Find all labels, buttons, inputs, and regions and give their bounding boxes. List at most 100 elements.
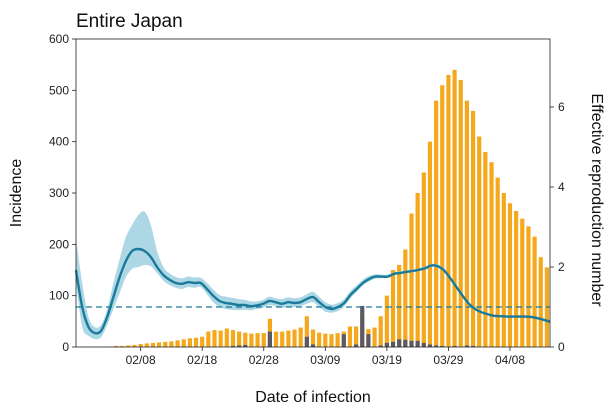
y2-tick-label: 2 bbox=[558, 260, 565, 274]
domestic-bar bbox=[126, 345, 131, 347]
domestic-bar bbox=[427, 141, 433, 347]
domestic-bar bbox=[452, 69, 457, 348]
domestic-bar bbox=[230, 330, 236, 347]
y-tick-label: 400 bbox=[49, 135, 69, 149]
x-tick-label: 02/18 bbox=[187, 353, 217, 367]
y-axis-left: 0 100 200 300 400 500 600 bbox=[49, 32, 76, 354]
imported-bar bbox=[409, 340, 414, 347]
imported-bar bbox=[310, 344, 316, 347]
domestic-bar bbox=[421, 172, 426, 347]
domestic-bar bbox=[384, 295, 389, 347]
imported-bar bbox=[378, 345, 383, 347]
domestic-bar bbox=[507, 203, 513, 347]
domestic-bar bbox=[514, 210, 519, 347]
y-tick-label: 0 bbox=[62, 340, 69, 354]
domestic-bar bbox=[347, 326, 353, 347]
domestic-bar bbox=[335, 333, 340, 347]
domestic-bar bbox=[144, 343, 149, 347]
plot-area bbox=[74, 69, 551, 348]
y-tick-label: 600 bbox=[49, 32, 69, 46]
domestic-bar bbox=[193, 337, 199, 347]
domestic-bar bbox=[458, 80, 463, 348]
y2-tick-label: 4 bbox=[558, 180, 565, 194]
domestic-bar bbox=[390, 270, 396, 347]
imported-bar bbox=[470, 345, 476, 347]
domestic-bar bbox=[298, 327, 303, 347]
x-axis: 02/08 02/18 02/28 03/09 03/19 03/29 04/08 bbox=[126, 347, 525, 367]
domestic-bar bbox=[169, 341, 174, 347]
imported-bar bbox=[267, 331, 273, 347]
domestic-bar bbox=[212, 330, 217, 347]
domestic-bar bbox=[280, 331, 285, 347]
rt-line bbox=[74, 247, 551, 335]
domestic-bar bbox=[243, 332, 248, 347]
domestic-bar bbox=[353, 326, 359, 347]
imported-bar bbox=[366, 334, 371, 347]
x-tick-label: 03/29 bbox=[433, 353, 463, 367]
imported-bar bbox=[452, 345, 457, 347]
domestic-bar bbox=[157, 342, 162, 347]
x-tick-label: 03/19 bbox=[372, 353, 402, 367]
domestic-bar bbox=[150, 342, 156, 347]
domestic-bar bbox=[175, 340, 180, 347]
domestic-bar bbox=[495, 177, 500, 347]
domestic-bar bbox=[434, 100, 439, 347]
domestic-bar bbox=[163, 341, 168, 347]
domestic-bar bbox=[218, 330, 223, 347]
domestic-bar bbox=[304, 316, 309, 347]
imported-bar bbox=[403, 339, 408, 347]
domestic-bar bbox=[113, 345, 119, 347]
imported-bars bbox=[230, 305, 476, 347]
domestic-bar bbox=[249, 333, 254, 347]
domestic-bar bbox=[187, 338, 192, 347]
imported-bar bbox=[230, 345, 236, 347]
rt-confidence-band bbox=[76, 211, 550, 340]
domestic-bar bbox=[440, 85, 445, 347]
imported-bar bbox=[397, 339, 402, 347]
domestic-bar bbox=[261, 333, 266, 347]
domestic-bar bbox=[520, 218, 525, 347]
domestic-bar bbox=[120, 345, 125, 347]
imported-bar bbox=[243, 344, 248, 347]
domestic-bar bbox=[138, 343, 143, 347]
imported-bar bbox=[464, 345, 469, 347]
domestic-bar bbox=[501, 193, 506, 347]
domestic-bar bbox=[200, 336, 205, 347]
y2-axis-title: Effective reproduction number bbox=[588, 93, 605, 307]
domestic-bar bbox=[403, 249, 408, 347]
domestic-bar bbox=[310, 329, 316, 347]
domestic-bar bbox=[237, 331, 242, 347]
domestic-bar bbox=[397, 264, 402, 347]
y-tick-label: 200 bbox=[49, 237, 69, 251]
domestic-bar bbox=[323, 333, 328, 347]
domestic-bar bbox=[206, 331, 211, 347]
domestic-bar bbox=[526, 226, 531, 347]
y-tick-label: 500 bbox=[49, 83, 69, 97]
domestic-bar bbox=[255, 333, 260, 347]
imported-bar bbox=[384, 342, 389, 347]
imported-bar bbox=[360, 305, 365, 347]
x-tick-label: 02/08 bbox=[126, 353, 156, 367]
domestic-bar bbox=[470, 110, 476, 347]
y2-tick-label: 0 bbox=[558, 340, 565, 354]
domestic-bar bbox=[224, 328, 229, 347]
domestic-bar bbox=[317, 332, 322, 347]
domestic-bar bbox=[464, 100, 469, 347]
imported-bar bbox=[341, 334, 346, 347]
chart-title: Entire Japan bbox=[76, 11, 183, 32]
x-axis-title: Date of infection bbox=[255, 389, 371, 406]
domestic-bar bbox=[181, 339, 186, 347]
imported-bar bbox=[434, 345, 439, 347]
domestic-bar bbox=[132, 344, 137, 347]
x-tick-label: 02/28 bbox=[249, 353, 279, 367]
domestic-bar bbox=[378, 316, 383, 347]
domestic-bar bbox=[372, 327, 377, 347]
domestic-bar bbox=[538, 257, 543, 347]
domestic-bar bbox=[329, 334, 334, 347]
domestic-bar bbox=[286, 330, 291, 347]
y-axis-right: 0 2 4 6 bbox=[550, 100, 565, 354]
domestic-bar bbox=[409, 213, 414, 347]
domestic-bar bbox=[532, 236, 537, 347]
y2-tick-label: 6 bbox=[558, 100, 565, 114]
